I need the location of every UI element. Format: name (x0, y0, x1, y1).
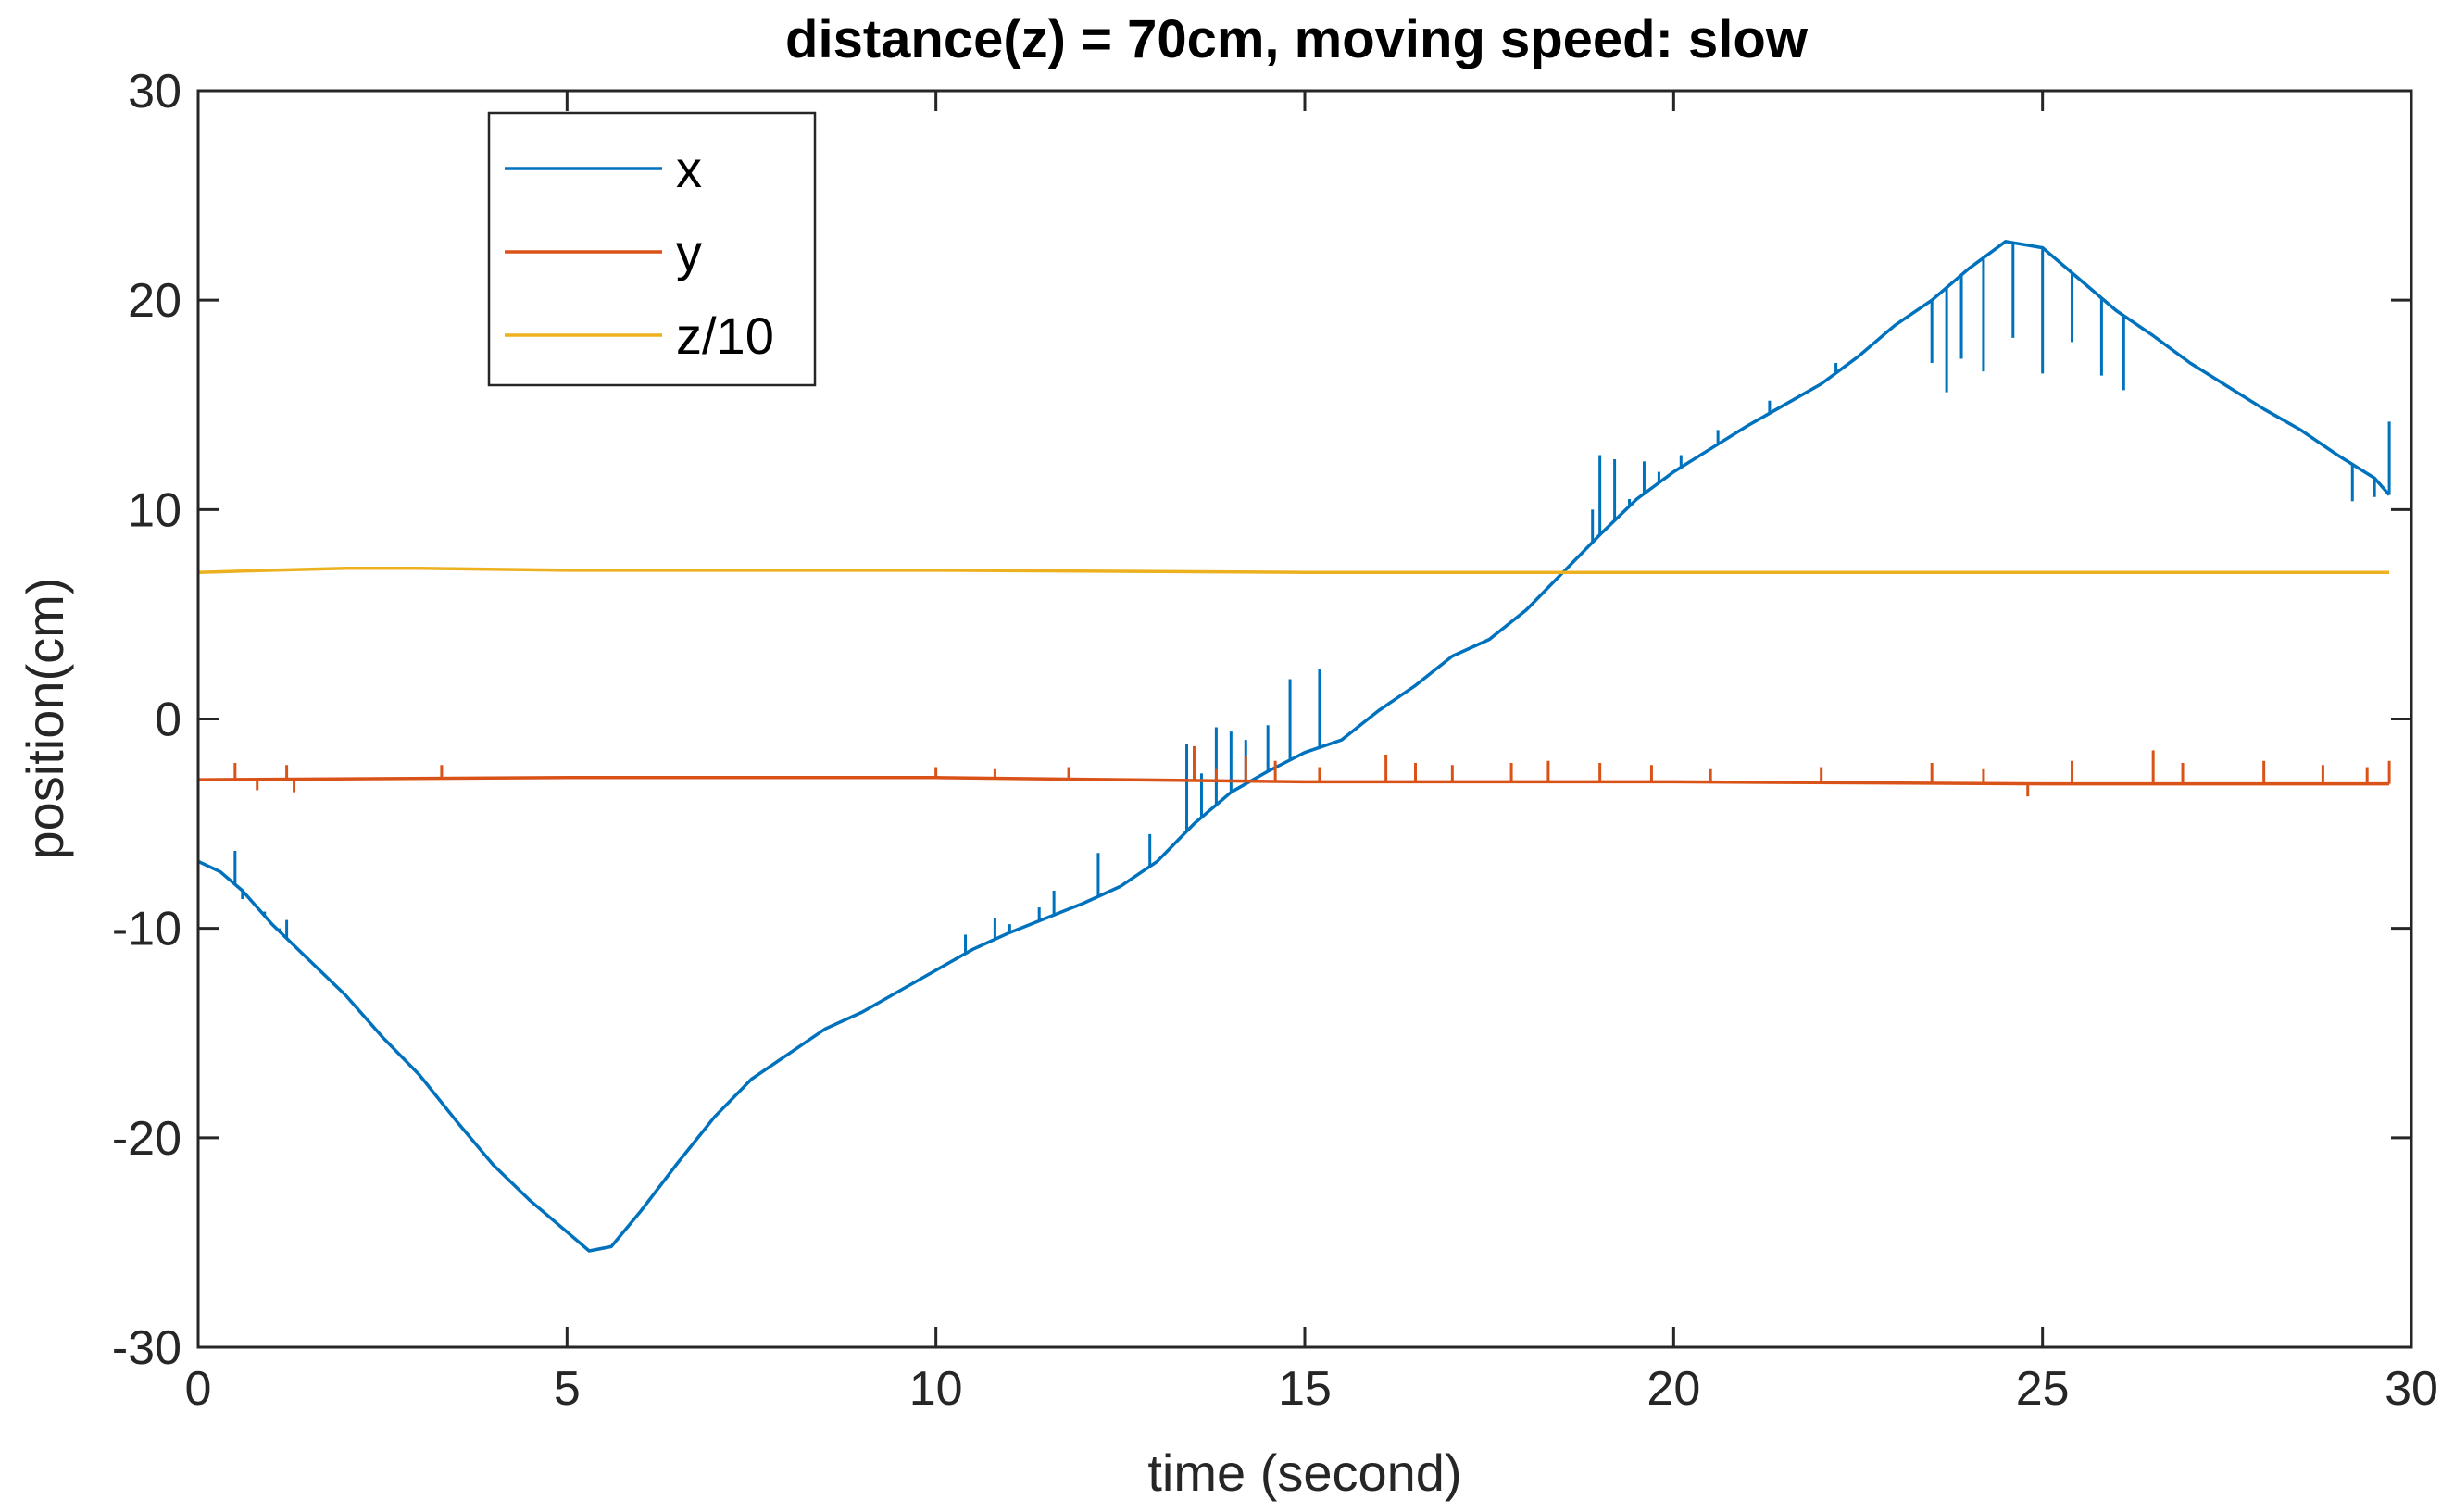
y-tick-label: 10 (128, 483, 182, 537)
y-tick-label: -30 (112, 1321, 182, 1375)
y-tick-label: 20 (128, 274, 182, 328)
x-tick-label: 0 (185, 1362, 212, 1416)
y-tick-label: -10 (112, 903, 182, 956)
y-axis-label: position(cm) (16, 578, 74, 860)
series-x (198, 240, 2391, 1253)
legend-label: y (676, 223, 702, 281)
series-line (198, 240, 2391, 1253)
y-tick-label: 0 (155, 694, 182, 747)
legend-label: z/10 (676, 306, 774, 365)
chart-title: distance(z) = 70cm, moving speed: slow (785, 9, 1809, 69)
series-y (198, 745, 2391, 797)
x-tick-label: 10 (909, 1362, 963, 1416)
ticks: 0 5 10 15 20 25 30 -30 -20 -10 0 10 20 30 (112, 65, 2438, 1416)
x-tick-label: 30 (2385, 1362, 2438, 1416)
y-tick-label: 30 (128, 65, 182, 119)
legend: xy z/10 (487, 111, 817, 387)
series-line (198, 566, 2390, 574)
y-tick-label: -20 (112, 1112, 182, 1166)
legend-box (487, 111, 817, 387)
series-z10 (198, 566, 2390, 574)
x-tick-label: 25 (2016, 1362, 2070, 1416)
plot-area (198, 240, 2391, 1253)
x-tick-label: 15 (1278, 1362, 1332, 1416)
x-tick-label: 20 (1646, 1362, 1700, 1416)
x-tick-label: 5 (554, 1362, 581, 1416)
series-line (198, 776, 2390, 786)
x-axis-label: time (second) (1147, 1443, 1461, 1502)
legend-label: x (676, 140, 702, 198)
